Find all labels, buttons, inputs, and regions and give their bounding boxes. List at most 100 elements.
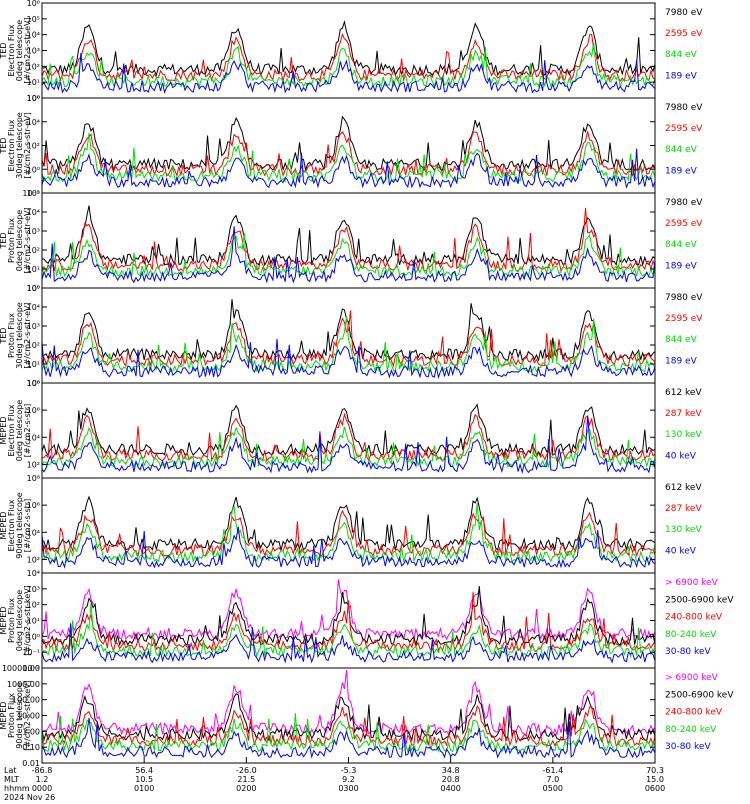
- y-tick-label: 10⁰: [27, 632, 40, 641]
- series-line-5-2: [41, 412, 656, 463]
- y-tick-label: 10²: [27, 601, 40, 610]
- series-line-4-1: [41, 299, 656, 362]
- y-axis-label-line: TED: [0, 42, 8, 59]
- series-line-4-2: [41, 310, 656, 368]
- y-axis-label: TEDProton Flux30deg telescope[#/cm2-s-st…: [0, 302, 32, 369]
- series-line-6-2: [41, 509, 656, 558]
- legend-label: 844 eV: [665, 145, 698, 155]
- legend-label: 240-800 keV: [665, 708, 723, 718]
- y-tick-label: 10²: [27, 246, 40, 255]
- legend-label: 7980 eV: [665, 103, 703, 113]
- y-tick-label: 10⁰: [27, 284, 40, 293]
- y-tick-label: 10⁴: [27, 433, 40, 442]
- y-tick-label: 10.00: [17, 712, 40, 721]
- y-axis-label: TEDProton Flux0deg telescope[#/cm2-s-str…: [0, 207, 32, 273]
- series-line-3-1: [41, 205, 656, 267]
- y-tick-label: 0.01: [22, 759, 40, 768]
- panel-6: 10² 10⁴ 10⁶ 10⁸ MEPEDElectron Flux90deg tele…: [0, 474, 702, 574]
- series-line-8-3: [41, 704, 656, 748]
- y-tick-label: 10⁵: [27, 15, 40, 24]
- legend-label: 130 keV: [665, 525, 702, 535]
- series-line-7-2: [41, 586, 656, 647]
- y-axis-label-line: [#/cm2-s-str-eV]: [23, 112, 32, 178]
- y-axis-label-line: 0deg telescope: [15, 210, 24, 271]
- panel-1: 10⁰ 10¹ 10² 10³ 10⁴ 10⁵ 10⁶ TEDElectron Flux0de…: [0, 0, 703, 103]
- y-tick-label: 1.00: [22, 727, 40, 736]
- y-axis-label-line: MEPED: [0, 512, 8, 540]
- y-tick-label: 10⁸: [27, 379, 40, 388]
- y-tick-label: 10⁻²: [22, 664, 40, 673]
- legend-label: 40 keV: [665, 546, 697, 556]
- y-axis-label-line: 0deg telescope: [15, 400, 24, 461]
- y-tick-label: 10¹: [27, 78, 40, 87]
- legend-label: 7980 eV: [665, 198, 703, 208]
- y-axis-label-line: Electron Flux: [7, 119, 16, 171]
- y-tick-label: 10⁶: [27, 501, 40, 510]
- x-tick-label: -61.4: [542, 766, 563, 775]
- y-tick-label: 10⁶: [27, 94, 40, 103]
- y-axis-label-line: [#/cm2-s-str-keV]: [23, 680, 32, 751]
- legend-label: 30-80 keV: [665, 742, 711, 752]
- y-tick-label: 10³: [27, 585, 40, 594]
- series-line-6-1: [41, 495, 656, 552]
- y-tick-label: 10⁰: [27, 379, 40, 388]
- y-tick-label: 10⁶: [27, 0, 40, 8]
- legend-label: 2500-6900 keV: [665, 595, 734, 605]
- series-line-2-2: [41, 131, 656, 178]
- x-tick-label: 20.8: [442, 775, 460, 784]
- series-line-6-3: [41, 502, 656, 564]
- x-row-label: hhmm: [4, 784, 30, 793]
- y-tick-label: 1000.00: [7, 680, 40, 689]
- y-axis-label-line: 0deg telescope: [15, 20, 24, 81]
- x-tick-label: 9.2: [342, 775, 355, 784]
- series-line-4-4: [41, 338, 656, 380]
- series-line-2-4: [41, 148, 656, 189]
- legend-label: 189 eV: [665, 261, 698, 271]
- y-tick-label: 10²: [27, 555, 40, 564]
- y-axis-label-line: MEPED: [0, 702, 8, 730]
- y-tick-label: 10³: [27, 47, 40, 56]
- y-tick-label: 10⁻¹: [22, 648, 40, 657]
- series-line-7-4: [41, 603, 656, 659]
- y-axis-label: MEPEDProton Flux0deg telescope[#/cm2-s-s…: [0, 585, 32, 656]
- y-axis-label-line: Proton Flux: [7, 598, 16, 643]
- y-tick-label: 10³: [27, 322, 40, 331]
- x-row-label: MLT: [4, 775, 19, 784]
- legend-label: 2595 eV: [665, 219, 703, 229]
- legend-label: 80-240 keV: [665, 630, 717, 640]
- y-axis-label-line: Electron Flux: [7, 404, 16, 456]
- y-tick-label: 10¹: [27, 360, 40, 369]
- y-tick-label: 10²: [27, 460, 40, 469]
- legend-label: 2595 eV: [665, 29, 703, 39]
- x-tick-label: -86.8: [32, 766, 53, 775]
- y-tick-label: 10²: [27, 341, 40, 350]
- panel-frame: [41, 2, 656, 99]
- series-line-8-4: [41, 713, 656, 754]
- panel-7: 10⁻² 10⁻¹ 10⁰ 10¹ 10² 10³ 10⁴ MEPEDProton Flux0…: [0, 569, 734, 673]
- x-tick-label: 56.4: [135, 766, 153, 775]
- y-axis-label: TEDElectron Flux0deg telescope[#/cm2-s-s…: [0, 17, 32, 83]
- y-tick-label: 10⁰: [27, 94, 40, 103]
- y-axis-label-line: TED: [0, 232, 8, 249]
- y-axis-label-line: [#/cm2-s-str-eV]: [23, 302, 32, 368]
- y-axis-label-line: 90deg telescope: [15, 682, 24, 749]
- y-tick-label: 0.10: [22, 743, 40, 752]
- panel-5: 10² 10⁴ 10⁶ 10⁸ MEPEDElectron Flux0deg teles…: [0, 379, 702, 479]
- legend-label: 130 keV: [665, 430, 702, 440]
- y-tick-label: 10⁶: [27, 406, 40, 415]
- y-axis-label: MEPEDElectron Flux90deg telescope[#/cm2-…: [0, 492, 32, 559]
- x-tick-label: 34.8: [442, 766, 460, 775]
- y-tick-label: 10⁴: [27, 569, 40, 578]
- y-axis-label: MEPEDProton Flux90deg telescope[#/cm2-s-…: [0, 680, 32, 751]
- series-line-3-4: [41, 226, 656, 284]
- date-label: 2024 Nov 26: [4, 793, 55, 800]
- series-line-8-5: [41, 717, 656, 759]
- series-line-3-3: [41, 232, 656, 279]
- y-axis-label-line: [#/cm2-s-str-eV]: [23, 17, 32, 83]
- y-axis-label-line: Electron Flux: [7, 24, 16, 76]
- legend-label: 2595 eV: [665, 124, 703, 134]
- y-axis-label-line: MEPED: [0, 607, 8, 635]
- legend-label: 2500-6900 keV: [665, 690, 734, 700]
